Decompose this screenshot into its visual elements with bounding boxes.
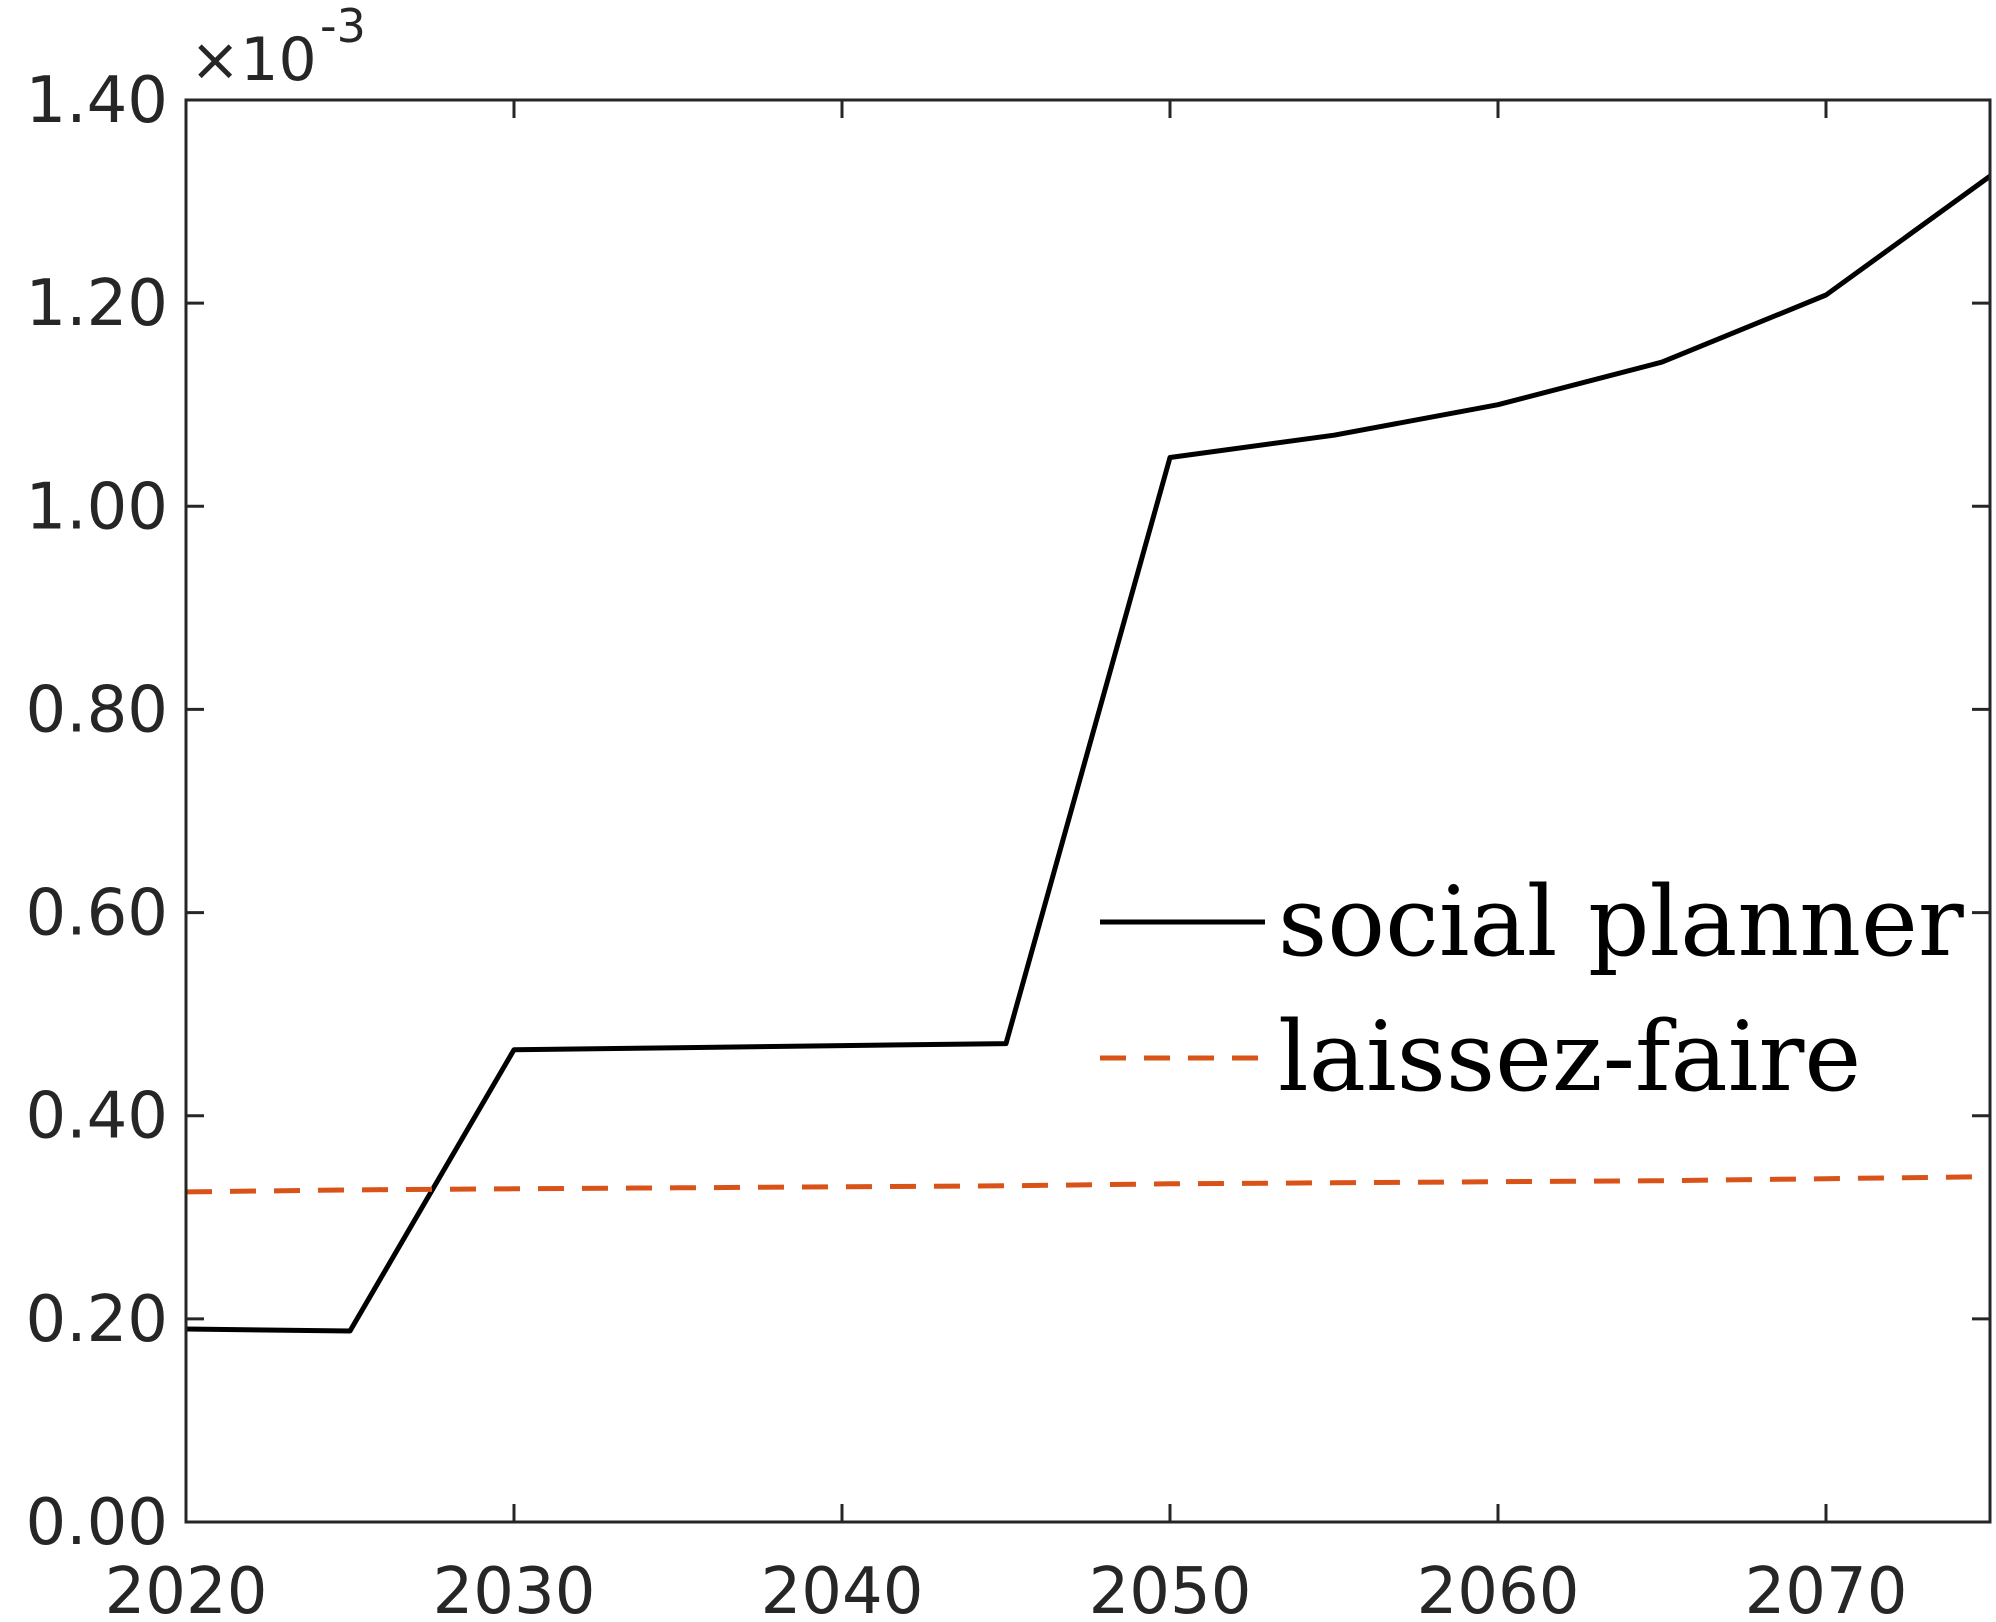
y-tick-label: 0.60 [26,877,169,951]
y-axis: 0.00 0.20 0.40 0.60 0.80 1.00 1.20 1.40 [26,64,1990,1560]
x-tick-label: 2070 [1745,1555,1908,1622]
y-tick-label: 0.00 [26,1486,169,1560]
y-tick-label: 0.40 [26,1080,169,1154]
series-line-0 [185,174,1992,1334]
legend-label-social-planner: social planner [1278,866,1964,978]
axes-box [184,98,1992,1524]
x-tick-label: 2050 [1089,1555,1252,1622]
x-axis: 2020 2030 2040 2050 2060 2070 [105,100,1908,1622]
series-lines [185,174,1992,1334]
x-tick-label: 2040 [761,1555,924,1622]
y-tick-label: 1.20 [26,267,169,341]
series-line-1 [185,1174,1991,1195]
y-tick-label: 1.40 [26,64,169,138]
y-tick-label: 0.80 [26,673,169,747]
x-tick-label: 2060 [1417,1555,1580,1622]
y-tick-label: 0.20 [26,1283,169,1357]
y-multiplier-text: ×10 [190,25,317,95]
legend-label-laissez-faire: laissez-faire [1278,1001,1861,1113]
y-multiplier-exponent: -3 [320,0,366,53]
plot-area: 2020 2030 2040 2050 2060 2070 0.00 0.20 0.40 0.6… [26,64,1992,1622]
y-exponent-label: ×10 -3 [190,0,366,95]
y-tick-label: 1.00 [26,470,169,544]
x-tick-label: 2030 [433,1555,596,1622]
legend: social planner laissez-faire [1100,866,1964,1113]
x-tick-label: 2020 [105,1555,268,1622]
